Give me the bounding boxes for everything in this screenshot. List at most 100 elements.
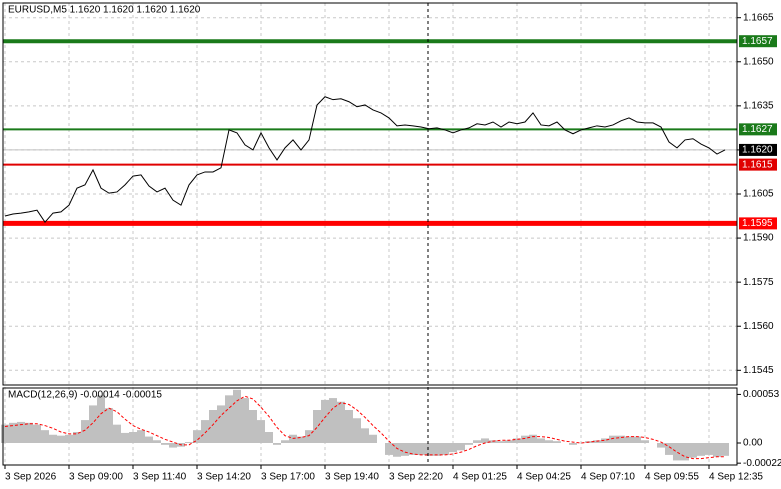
histogram-bar <box>89 405 97 443</box>
histogram-bar <box>393 443 401 457</box>
level-label: 1.1615 <box>742 159 773 170</box>
histogram-bar <box>201 420 209 443</box>
histogram-bar <box>41 430 49 443</box>
y-tick-label: 1.1560 <box>743 321 774 332</box>
histogram-bar <box>265 432 273 443</box>
histogram-bar <box>225 395 233 443</box>
histogram-bar <box>145 436 153 443</box>
histogram-bar <box>25 422 33 443</box>
histogram-bar <box>185 442 193 443</box>
y-tick-label: 0.00 <box>743 438 763 449</box>
mark-layer <box>1 39 737 461</box>
histogram-bar <box>641 440 649 443</box>
histogram-bar <box>609 435 617 443</box>
histogram-bar <box>233 389 241 443</box>
histogram-bar <box>417 443 425 455</box>
chart-title: EURUSD,M5 1.1620 1.1620 1.1620 1.1620 <box>8 5 201 16</box>
x-tick-label: 4 Sep 07:10 <box>581 472 635 483</box>
histogram-bar <box>657 443 665 448</box>
y-tick-label: 1.1665 <box>743 12 774 23</box>
histogram-bar <box>601 438 609 443</box>
histogram-bar <box>545 440 553 443</box>
histogram-bar <box>297 436 305 443</box>
y-tick-label: 1.1650 <box>743 56 774 67</box>
histogram-bar <box>465 443 473 445</box>
histogram-bar <box>433 443 441 456</box>
histogram-bar <box>305 430 313 443</box>
histogram-bar <box>169 443 177 448</box>
histogram-bar <box>121 432 129 443</box>
y-tick-label: 0.00053 <box>743 389 780 400</box>
histogram-bar <box>449 443 457 453</box>
y-tick-label: -0.00022 <box>743 458 781 469</box>
x-tick-label: 3 Sep 14:20 <box>197 472 251 483</box>
histogram-bar <box>513 438 521 443</box>
histogram-bar <box>345 410 353 443</box>
x-tick-label: 3 Sep 17:00 <box>261 472 315 483</box>
histogram-bar <box>105 408 113 443</box>
level-label-box <box>739 35 777 48</box>
x-tick-label: 4 Sep 04:25 <box>517 472 571 483</box>
histogram-bar <box>369 434 377 443</box>
level-label-box <box>739 217 777 230</box>
level-label: 1.1627 <box>742 124 773 135</box>
histogram-bar <box>425 443 433 456</box>
x-tick-label: 4 Sep 01:25 <box>453 472 507 483</box>
histogram-bar <box>505 440 513 443</box>
histogram-bar <box>17 421 25 443</box>
histogram-bar <box>321 399 329 443</box>
level-label: 1.1657 <box>742 36 773 47</box>
x-tick-label: 3 Sep 22:20 <box>389 472 443 483</box>
y-tick-label: 1.1545 <box>743 365 774 376</box>
histogram-bar <box>705 443 713 455</box>
histogram-bar <box>1 424 9 443</box>
level-label-box <box>739 158 777 171</box>
histogram-bar <box>633 436 641 443</box>
histogram-bar <box>193 430 201 443</box>
histogram-bar <box>409 443 417 455</box>
x-tick-label: 3 Sep 09:00 <box>69 472 123 483</box>
histogram-bar <box>529 434 537 443</box>
histogram-bar <box>329 398 337 443</box>
histogram-bar <box>249 410 257 443</box>
histogram-bar <box>153 440 161 443</box>
histogram-bar <box>537 438 545 443</box>
x-tick-label: 4 Sep 09:55 <box>645 472 699 483</box>
histogram-bar <box>313 410 321 443</box>
price-line <box>4 96 726 224</box>
macd-panel-frame <box>2 387 738 466</box>
histogram-bar <box>161 443 169 445</box>
histogram-bar <box>217 405 225 443</box>
histogram-bar <box>401 443 409 456</box>
y-tick-label: 1.1575 <box>743 277 774 288</box>
histogram-bar <box>209 410 217 443</box>
histogram-bar <box>353 418 361 443</box>
histogram-bar <box>81 420 89 443</box>
histogram-bar <box>129 432 137 443</box>
x-tick-label: 3 Sep 2026 <box>5 472 57 483</box>
last-price-label: 1.1620 <box>742 145 773 156</box>
x-tick-label: 4 Sep 12:35 <box>709 472 763 483</box>
macd-title: MACD(12,26,9) -0.00014 -0.00015 <box>8 390 162 401</box>
histogram-bar <box>73 432 81 443</box>
histogram-bar <box>721 443 729 456</box>
histogram-bar <box>337 401 345 443</box>
histogram-bar <box>113 424 121 443</box>
last-price-box <box>739 143 777 156</box>
y-tick-label: 1.1605 <box>743 189 774 200</box>
histogram-bar <box>281 440 289 443</box>
histogram-bar <box>569 443 577 445</box>
histogram-bar <box>713 443 721 457</box>
x-tick-label: 3 Sep 19:40 <box>325 472 379 483</box>
histogram-bar <box>617 435 625 443</box>
histogram-bar <box>49 434 57 443</box>
histogram-bar <box>689 443 697 458</box>
histogram-bar <box>681 443 689 461</box>
histogram-bar <box>97 395 105 443</box>
histogram-bar <box>553 441 561 443</box>
histogram-bar <box>697 443 705 456</box>
y-tick-label: 1.1635 <box>743 100 774 111</box>
histogram-bar <box>33 424 41 443</box>
